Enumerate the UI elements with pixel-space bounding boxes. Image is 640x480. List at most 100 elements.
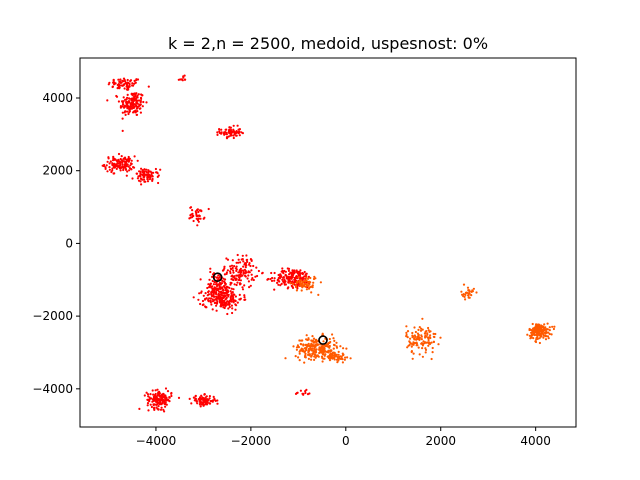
data-point bbox=[421, 344, 424, 347]
data-point bbox=[143, 168, 146, 171]
data-point bbox=[226, 258, 230, 261]
data-point bbox=[531, 331, 534, 334]
data-point bbox=[239, 273, 242, 276]
data-point bbox=[209, 300, 212, 303]
data-point bbox=[246, 258, 249, 261]
data-point bbox=[155, 406, 158, 409]
data-point bbox=[106, 170, 109, 173]
data-point bbox=[127, 97, 131, 100]
data-point bbox=[420, 334, 423, 337]
data-point bbox=[164, 405, 167, 408]
data-point bbox=[235, 283, 238, 287]
data-point bbox=[245, 271, 248, 274]
data-point bbox=[156, 172, 159, 175]
data-point bbox=[295, 289, 298, 292]
data-point bbox=[283, 283, 286, 286]
data-point bbox=[198, 292, 201, 295]
data-point bbox=[113, 166, 116, 169]
data-point bbox=[192, 219, 195, 223]
data-point bbox=[212, 395, 215, 398]
data-point bbox=[307, 357, 310, 360]
data-point bbox=[295, 392, 298, 395]
data-point bbox=[141, 173, 144, 176]
data-point bbox=[239, 270, 242, 273]
data-point bbox=[261, 272, 264, 275]
data-point bbox=[416, 344, 419, 347]
data-point bbox=[328, 337, 331, 341]
data-point bbox=[224, 289, 227, 292]
data-point bbox=[331, 333, 334, 336]
data-point bbox=[544, 338, 548, 341]
data-point bbox=[235, 268, 238, 271]
data-point bbox=[139, 170, 142, 173]
data-point bbox=[301, 350, 304, 353]
medoid-marker bbox=[318, 335, 328, 345]
data-point bbox=[213, 280, 216, 284]
data-point bbox=[333, 344, 336, 347]
data-point bbox=[305, 334, 308, 337]
data-point bbox=[116, 83, 119, 87]
data-point bbox=[427, 329, 430, 332]
data-point bbox=[127, 155, 130, 159]
data-point bbox=[287, 279, 290, 282]
data-point bbox=[314, 356, 317, 359]
data-point bbox=[294, 276, 298, 279]
data-point bbox=[223, 267, 226, 270]
data-point bbox=[232, 301, 235, 304]
data-point bbox=[346, 356, 349, 359]
data-point bbox=[229, 126, 232, 129]
data-point bbox=[156, 388, 159, 391]
data-point bbox=[108, 166, 111, 169]
data-point bbox=[204, 306, 207, 309]
data-point bbox=[216, 133, 219, 136]
data-point bbox=[108, 168, 111, 171]
data-point bbox=[129, 102, 132, 106]
data-point bbox=[205, 402, 208, 405]
data-point bbox=[316, 354, 319, 357]
data-point bbox=[126, 81, 129, 84]
data-point bbox=[532, 337, 535, 340]
data-point bbox=[121, 103, 125, 106]
data-point bbox=[164, 387, 168, 390]
data-point bbox=[304, 391, 307, 395]
data-point bbox=[216, 283, 220, 286]
data-point bbox=[132, 166, 136, 169]
data-point bbox=[431, 351, 434, 354]
data-point bbox=[295, 348, 298, 351]
data-point bbox=[148, 398, 151, 401]
data-point bbox=[220, 293, 223, 297]
data-point bbox=[248, 286, 251, 289]
data-point bbox=[543, 334, 546, 337]
data-point bbox=[247, 270, 250, 273]
data-point bbox=[305, 276, 308, 279]
data-point bbox=[310, 358, 313, 361]
x-tick-label: −4000 bbox=[136, 434, 177, 448]
data-point bbox=[341, 358, 344, 361]
data-point bbox=[328, 359, 332, 362]
data-point bbox=[409, 337, 412, 340]
data-point bbox=[236, 253, 239, 257]
data-point bbox=[246, 277, 249, 280]
data-point bbox=[218, 128, 221, 131]
data-point bbox=[124, 157, 127, 160]
data-point bbox=[103, 163, 106, 167]
data-point bbox=[424, 341, 427, 344]
data-point bbox=[270, 279, 274, 282]
data-point bbox=[207, 207, 210, 211]
data-point bbox=[232, 288, 235, 291]
data-point bbox=[126, 107, 129, 110]
data-point bbox=[106, 99, 109, 102]
data-point bbox=[301, 280, 304, 283]
data-point bbox=[119, 163, 122, 166]
data-point bbox=[229, 296, 232, 299]
data-point bbox=[229, 129, 232, 133]
data-point bbox=[197, 210, 200, 214]
data-point bbox=[207, 283, 210, 286]
data-point bbox=[292, 273, 295, 277]
data-point bbox=[299, 389, 302, 392]
data-point bbox=[226, 269, 229, 272]
data-point bbox=[310, 291, 313, 294]
data-point bbox=[203, 216, 206, 219]
data-point bbox=[299, 283, 302, 286]
data-point bbox=[241, 258, 244, 261]
